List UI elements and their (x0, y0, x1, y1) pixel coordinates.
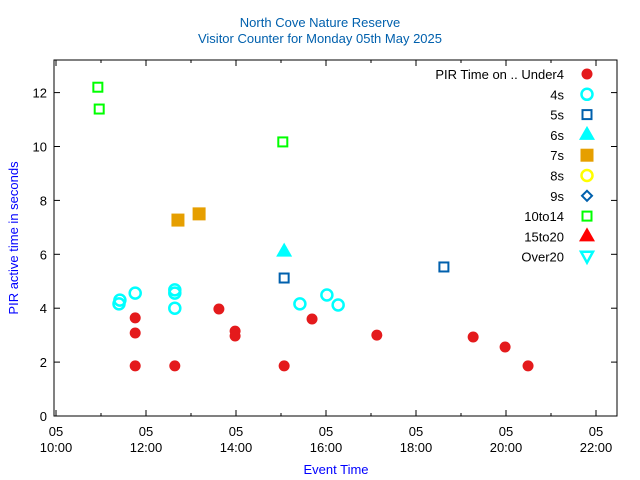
data-point-under4 (229, 330, 241, 342)
data-point-under4 (522, 360, 534, 372)
legend-label: 6s (550, 128, 564, 143)
data-point-7s (171, 213, 185, 227)
data-point-5s (278, 272, 290, 284)
x-tick-label: 05 (139, 424, 153, 439)
data-point-under4 (129, 360, 141, 372)
y-tick-label: 4 (40, 301, 47, 316)
data-point-under4 (371, 329, 383, 341)
legend-label: 4s (550, 87, 564, 102)
y-tick-label: 6 (40, 247, 47, 262)
legend-label: 5s (550, 108, 564, 123)
x-tick-label: 22:00 (580, 440, 613, 455)
data-point-under4 (129, 312, 141, 324)
legend-marker-7s (580, 148, 594, 162)
x-tick-label: 16:00 (310, 440, 343, 455)
legend-marker-6s (579, 125, 595, 140)
x-tick-label: 05 (409, 424, 423, 439)
y-tick-label: 12 (33, 86, 47, 101)
data-point-10to14 (92, 81, 104, 93)
data-point-4s (320, 288, 334, 302)
x-axis-label: Event Time (303, 462, 368, 477)
legend-marker-4s (580, 87, 594, 102)
legend-marker-10to14 (581, 210, 593, 222)
legend-label: 10to14 (524, 209, 564, 224)
data-point-6s (276, 242, 293, 257)
y-tick-label: 2 (40, 355, 47, 370)
x-tick-label: 05 (589, 424, 603, 439)
data-point-4s (293, 297, 307, 311)
data-point-10to14 (93, 103, 105, 115)
data-point-4s (168, 301, 182, 315)
legend-marker-15to20 (579, 227, 595, 242)
legend-label: 7s (550, 148, 564, 163)
legend-label: 8s (550, 169, 564, 184)
chart-title-line1: North Cove Nature Reserve (239, 15, 401, 30)
legend-marker-9s (580, 189, 594, 203)
x-tick-label: 20:00 (490, 440, 523, 455)
data-point-under4 (499, 341, 511, 353)
x-tick-label: 18:00 (400, 440, 433, 455)
data-point-4s (331, 298, 345, 312)
x-tick-label: 05 (49, 424, 63, 439)
x-tick-label: 05 (229, 424, 243, 439)
plot-border (53, 59, 618, 417)
x-tick-label: 05 (499, 424, 513, 439)
data-point-5s (438, 261, 450, 273)
data-point-under4 (129, 327, 141, 339)
x-tick-label: 10:00 (40, 440, 73, 455)
y-tick-label: 0 (40, 409, 47, 424)
data-point-under4 (213, 303, 225, 315)
legend-marker-under4 (581, 68, 593, 80)
y-tick-label: 10 (33, 140, 47, 155)
legend-label: 15to20 (524, 229, 564, 244)
data-point-4s (113, 293, 127, 307)
legend-label: 9s (550, 189, 564, 204)
x-tick-label: 12:00 (130, 440, 163, 455)
legend-label: Over20 (521, 250, 564, 265)
data-point-4s (128, 286, 142, 300)
legend-marker-over20 (578, 250, 596, 266)
data-point-under4 (467, 331, 479, 343)
y-axis-label: PIR active time in seconds (6, 161, 21, 315)
x-tick-label: 14:00 (220, 440, 253, 455)
x-tick-label: 05 (319, 424, 333, 439)
data-point-4s (168, 286, 182, 300)
legend-marker-5s (581, 109, 593, 121)
data-point-under4 (169, 360, 181, 372)
y-tick-label: 8 (40, 193, 47, 208)
legend-label: PIR Time on .. Under4 (435, 67, 564, 82)
chart-title-line2: Visitor Counter for Monday 05th May 2025 (197, 31, 442, 46)
data-point-under4 (306, 313, 318, 325)
data-point-10to14 (277, 136, 289, 148)
data-point-under4 (278, 360, 290, 372)
legend-marker-8s (580, 168, 594, 183)
data-point-7s (192, 207, 206, 221)
